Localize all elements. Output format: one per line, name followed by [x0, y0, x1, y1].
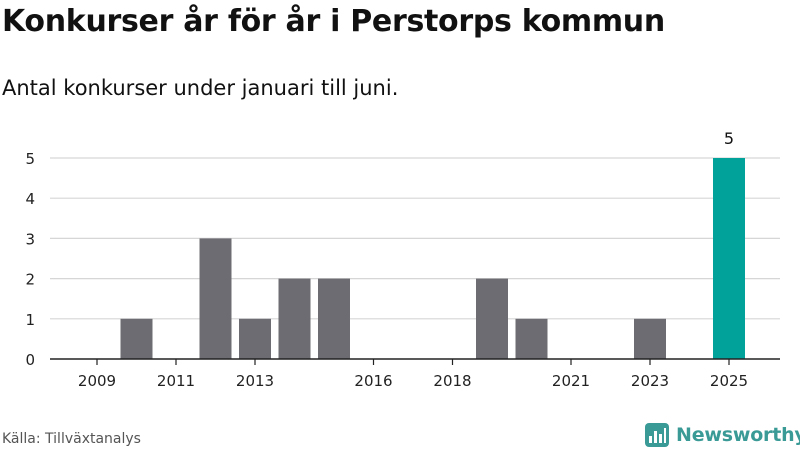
bar-2013: [239, 318, 271, 359]
bar-2019: [476, 278, 508, 359]
bar-2025: [713, 158, 745, 359]
chart-subtitle: Antal konkurser under januari till juni.: [2, 76, 399, 100]
y-tick-label: 0: [25, 351, 35, 369]
x-tick-label: 2018: [433, 372, 471, 390]
bar-chart: 0 1 2 3 4 5 2009 2011 2013 2016 2018 2021 2023 2025 5: [25, 129, 780, 390]
data-label-2025: 5: [724, 129, 734, 148]
x-tick-label: 2025: [710, 372, 748, 390]
bar-2010: [120, 318, 153, 359]
bar-2023: [634, 318, 666, 359]
y-tick-label: 3: [25, 230, 35, 248]
brand-name: Newsworthy: [676, 424, 800, 446]
bars: [120, 158, 745, 359]
bar-2020: [515, 318, 548, 359]
newsworthy-logo-icon: [645, 423, 669, 447]
axes: [50, 358, 780, 365]
bar-2012: [199, 238, 232, 359]
x-tick-label: 2009: [78, 372, 116, 390]
bar-2015: [318, 278, 350, 359]
source-note: Källa: Tillväxtanalys: [2, 431, 141, 447]
y-tick-label: 5: [25, 150, 35, 168]
newsworthy-brand: Newsworthy: [645, 420, 800, 450]
x-tick-label: 2023: [631, 372, 669, 390]
y-tick-label: 1: [25, 311, 35, 329]
x-tick-label: 2021: [552, 372, 590, 390]
chart-title: Konkurser år för år i Perstorps kommun: [2, 4, 665, 39]
y-tick-label: 2: [25, 271, 35, 289]
y-tick-label: 4: [25, 190, 35, 208]
bar-2014: [278, 278, 311, 359]
x-tick-label: 2011: [157, 372, 195, 390]
labels: 0 1 2 3 4 5 2009 2011 2013 2016 2018 2021 2023 2025 5: [25, 129, 748, 390]
x-tick-label: 2016: [354, 372, 392, 390]
x-tick-label: 2013: [236, 372, 274, 390]
gridlines: [50, 157, 780, 320]
